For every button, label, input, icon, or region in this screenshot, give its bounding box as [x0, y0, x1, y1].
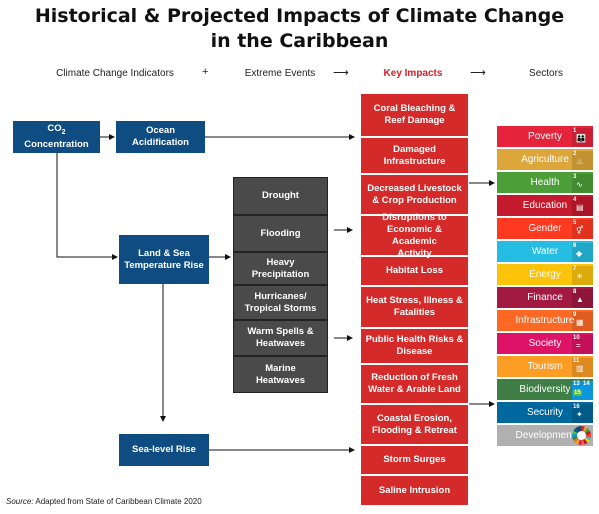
source-note: Source: Adapted from State of Caribbean …	[6, 497, 202, 506]
co2-subscript: 2	[61, 128, 66, 136]
indicator-ocean-acidification: Ocean Acidification	[116, 121, 205, 153]
family-icon: 1 👪	[572, 128, 593, 147]
eye-globe-icon: 13 14 15	[572, 381, 593, 400]
sector-infrastructure: Infrastructure 9 ▦	[497, 310, 593, 331]
sector-gender: Gender 5 ⚥	[497, 218, 593, 239]
header-sectors: Sectors	[529, 68, 563, 79]
growth-chart-icon: 8 ▲	[572, 289, 593, 308]
equal-icon: 10 =	[572, 335, 593, 354]
book-icon: 4 ▤	[572, 197, 593, 216]
event-flooding: Flooding	[233, 215, 328, 252]
gender-icon: 5 ⚥	[572, 220, 593, 239]
sector-development: Development	[497, 425, 593, 446]
sector-biodiversity: Biodiversity 13 14 15	[497, 379, 593, 400]
bowl-icon: 2 ♨	[572, 151, 593, 170]
sector-label: Tourism	[527, 361, 563, 372]
sector-label: Agriculture	[521, 154, 569, 165]
header-arrow-1: ⟶	[333, 67, 349, 79]
sector-label: Energy	[529, 269, 561, 280]
event-warm-spells: Warm Spells & Heatwaves	[233, 320, 328, 356]
diagram-title: Historical & Projected Impacts of Climat…	[0, 4, 599, 54]
co2-label: CO	[47, 123, 62, 135]
concentration-label: Concentration	[24, 138, 89, 150]
dove-icon: 16 ✦	[572, 404, 593, 423]
sector-tourism: Tourism 11 ▥	[497, 356, 593, 377]
buildings-icon: 11 ▥	[572, 358, 593, 377]
impact-storm-surges: Storm Surges	[361, 446, 468, 476]
impact-heat-stress: Heat Stress, Illness & Fatalities	[361, 287, 468, 329]
header-arrow-2: ⟶	[470, 67, 486, 79]
source-label: Source:	[6, 497, 34, 506]
sectors-column: Poverty 1 👪 Agriculture 2 ♨ Health 3 ∿ Educati…	[497, 126, 593, 446]
cubes-icon: 9 ▦	[572, 312, 593, 331]
source-text: Adapted from State of Caribbean Climate …	[33, 497, 202, 506]
sector-security: Security 16 ✦	[497, 402, 593, 423]
impact-economic-academic: Disruptions to Economic & Academic Activ…	[361, 212, 468, 259]
sector-label: Education	[522, 200, 568, 211]
event-marine-heatwaves: Marine Heatwaves	[233, 356, 328, 393]
sector-label: Poverty	[528, 131, 562, 142]
water-drop-icon: 6 ◆	[572, 243, 593, 262]
sector-finance: Finance 8 ▲	[497, 287, 593, 308]
header-plus: +	[202, 66, 209, 78]
sector-label: Gender	[528, 223, 562, 234]
title-line-2: in the Caribbean	[210, 30, 389, 52]
heartbeat-icon: 3 ∿	[572, 174, 593, 193]
sector-education: Education 4 ▤	[497, 195, 593, 216]
sector-energy: Energy 7 ☀	[497, 264, 593, 285]
event-heavy-precipitation: Heavy Precipitation	[233, 252, 328, 285]
indicator-sea-level-rise: Sea-level Rise	[119, 434, 209, 466]
sector-label: Water	[531, 246, 559, 257]
sector-label: Finance	[527, 292, 563, 303]
sector-health: Health 3 ∿	[497, 172, 593, 193]
event-hurricanes: Hurricanes/ Tropical Storms	[233, 285, 328, 320]
sun-icon: 7 ☀	[572, 266, 593, 285]
sector-label: Society	[528, 338, 562, 349]
sector-agriculture: Agriculture 2 ♨	[497, 149, 593, 170]
sector-poverty: Poverty 1 👪	[497, 126, 593, 147]
impact-fresh-water: Reduction of Fresh Water & Arable Land	[361, 365, 468, 405]
header-events: Extreme Events	[244, 68, 316, 79]
impact-coastal-erosion: Coastal Erosion, Flooding & Retreat	[361, 405, 468, 446]
sector-label: Infrastructure	[515, 315, 575, 326]
sector-label: Health	[530, 177, 560, 188]
events-column: Drought Flooding Heavy Precipitation Hur…	[233, 177, 328, 393]
impact-public-health: Public Health Risks & Disease	[361, 329, 468, 365]
impacts-column: Coral Bleaching & Reef Damage Damaged In…	[361, 94, 468, 505]
sdg-wheel-icon	[572, 426, 591, 445]
impact-livestock-crop: Decreased Livestock & Crop Production	[361, 175, 468, 216]
impact-habitat-loss: Habitat Loss	[361, 257, 468, 287]
header-indicators: Climate Change Indicators	[56, 68, 174, 79]
title-line-1: Historical & Projected Impacts of Climat…	[34, 5, 565, 27]
impact-saline-intrusion: Saline Intrusion	[378, 484, 451, 496]
sector-society: Society 10 =	[497, 333, 593, 354]
event-drought: Drought	[233, 177, 328, 215]
impact-coral-bleaching: Coral Bleaching & Reef Damage	[361, 94, 468, 138]
sector-label: Biodiversity	[519, 384, 571, 395]
impact-damaged-infrastructure: Damaged Infrastructure	[361, 138, 468, 175]
sector-label: Development	[515, 430, 575, 441]
header-impacts: Key Impacts	[383, 68, 443, 79]
arrow-co2-to-land	[56, 153, 118, 260]
indicator-land-sea-temperature: Land & Sea Temperature Rise	[119, 235, 209, 284]
indicator-co2: CO2 Concentration	[13, 121, 100, 153]
sector-water: Water 6 ◆	[497, 241, 593, 262]
sector-label: Security	[526, 407, 564, 418]
